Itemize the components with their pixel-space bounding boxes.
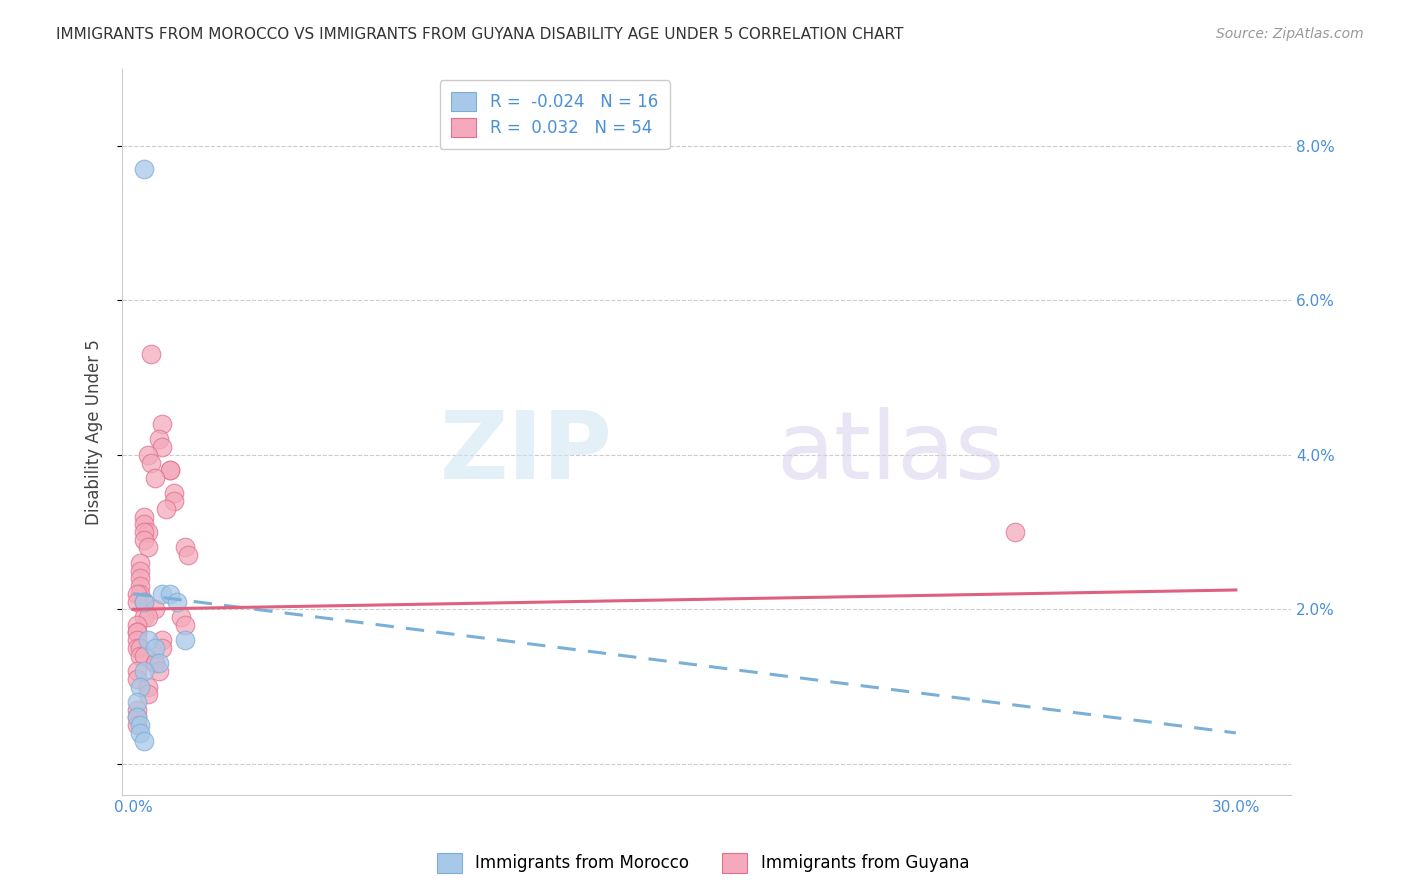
Point <box>132 610 155 624</box>
Point <box>129 587 152 601</box>
Point <box>132 517 155 532</box>
Point <box>159 463 181 477</box>
Point <box>129 564 152 578</box>
Point <box>136 541 159 555</box>
Point <box>152 440 174 454</box>
Point <box>141 456 163 470</box>
Point <box>173 633 195 648</box>
Point <box>132 594 155 608</box>
Point <box>143 657 166 671</box>
Point <box>132 524 155 539</box>
Point <box>125 718 148 732</box>
Point <box>125 625 148 640</box>
Point <box>125 710 148 724</box>
Point <box>177 548 200 562</box>
Point <box>125 710 148 724</box>
Point <box>132 733 155 747</box>
Point <box>136 633 159 648</box>
Point <box>136 610 159 624</box>
Point <box>132 161 155 176</box>
Point <box>136 687 159 701</box>
Text: atlas: atlas <box>776 408 1005 500</box>
Point <box>125 625 148 640</box>
Point <box>173 541 195 555</box>
Point <box>166 594 188 608</box>
Point <box>148 433 170 447</box>
Point <box>132 594 155 608</box>
Point <box>148 664 170 678</box>
Point <box>125 633 148 648</box>
Point <box>152 587 174 601</box>
Point <box>129 718 152 732</box>
Point <box>143 471 166 485</box>
Point <box>132 664 155 678</box>
Point <box>125 703 148 717</box>
Point <box>159 587 181 601</box>
Point <box>129 556 152 570</box>
Point <box>170 610 193 624</box>
Point <box>136 524 159 539</box>
Point <box>132 533 155 547</box>
Point <box>148 657 170 671</box>
Point <box>1004 524 1026 539</box>
Point <box>125 672 148 686</box>
Point <box>173 617 195 632</box>
Point <box>152 417 174 431</box>
Point <box>143 640 166 655</box>
Text: ZIP: ZIP <box>440 408 613 500</box>
Point <box>125 594 148 608</box>
Point <box>162 494 184 508</box>
Point <box>136 680 159 694</box>
Point <box>129 640 152 655</box>
Point <box>132 509 155 524</box>
Point <box>129 726 152 740</box>
Point <box>129 680 152 694</box>
Point <box>125 695 148 709</box>
Point <box>152 633 174 648</box>
Point <box>125 587 148 601</box>
Legend: Immigrants from Morocco, Immigrants from Guyana: Immigrants from Morocco, Immigrants from… <box>430 847 976 880</box>
Point <box>152 640 174 655</box>
Point <box>129 579 152 593</box>
Point <box>125 664 148 678</box>
Point <box>155 501 177 516</box>
Point <box>141 347 163 361</box>
Point <box>143 602 166 616</box>
Point <box>143 657 166 671</box>
Point <box>162 486 184 500</box>
Point <box>159 463 181 477</box>
Y-axis label: Disability Age Under 5: Disability Age Under 5 <box>86 339 103 524</box>
Point <box>136 448 159 462</box>
Legend: R =  -0.024   N = 16, R =  0.032   N = 54: R = -0.024 N = 16, R = 0.032 N = 54 <box>440 80 669 149</box>
Text: IMMIGRANTS FROM MOROCCO VS IMMIGRANTS FROM GUYANA DISABILITY AGE UNDER 5 CORRELA: IMMIGRANTS FROM MOROCCO VS IMMIGRANTS FR… <box>56 27 904 42</box>
Point <box>129 648 152 663</box>
Point <box>132 648 155 663</box>
Point <box>125 640 148 655</box>
Point <box>129 571 152 585</box>
Point <box>125 617 148 632</box>
Text: Source: ZipAtlas.com: Source: ZipAtlas.com <box>1216 27 1364 41</box>
